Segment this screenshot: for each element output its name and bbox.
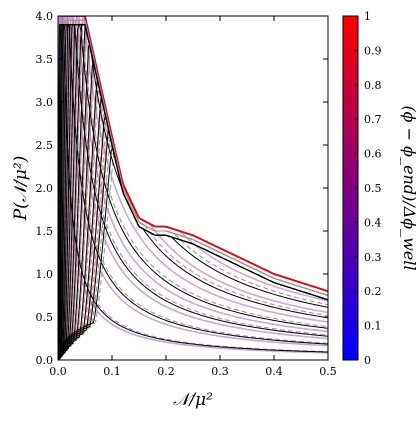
plot-background [58, 16, 328, 360]
dashed-curve [58, 19, 328, 360]
dashed-curve [58, 46, 328, 357]
dashed-curve [58, 19, 328, 360]
x-axis-ticks: 0.0 0.1 0.2 0.3 0.4 0.5 [49, 16, 337, 378]
y-tick-label: 3.5 [36, 53, 54, 66]
colored-band-curve [58, 16, 328, 360]
curve-layer [58, 16, 328, 360]
colored-band-curve [58, 121, 328, 354]
colorbar-tick-label: 0.5 [364, 182, 382, 195]
y-tick-label: 0.5 [36, 311, 54, 324]
x-tick-label: 0.4 [265, 365, 283, 378]
solid-curve [58, 146, 328, 354]
colorbar-tick-label: 0.7 [364, 113, 382, 126]
colorbar-tick-label: 0.1 [364, 320, 382, 333]
x-tick-label: 0.0 [49, 365, 67, 378]
colored-band-curve [58, 16, 328, 360]
solid-curve [58, 24, 328, 360]
y-tick-label: 1.0 [36, 268, 54, 281]
x-tick-label: 0.1 [103, 365, 121, 378]
y-axis-ticks: 0.0 0.5 1.0 1.5 2.0 2.5 3.0 3.5 4.0 [36, 10, 328, 367]
colorbar-tick-label: 0.8 [364, 79, 382, 92]
solid-curve [58, 24, 328, 360]
colorbar-tick-label: 0 [364, 354, 371, 367]
x-axis-label: 𝒩/μ² [173, 390, 213, 410]
colorbar-tick-label: 0.4 [364, 216, 382, 229]
y-tick-label: 1.5 [36, 225, 54, 238]
dashed-curve [58, 19, 328, 360]
colorbar-tick-label: 0.3 [364, 251, 382, 264]
y-tick-label: 4.0 [36, 10, 54, 23]
colorbar-ticks: 0 0.1 0.2 0.3 0.4 0.5 0.6 0.7 0.8 0.9 1 [354, 10, 382, 367]
y-tick-label: 2.5 [36, 139, 54, 152]
dashed-curve [58, 19, 328, 360]
y-tick-label: 3.0 [36, 96, 54, 109]
colorbar: 0 0.1 0.2 0.3 0.4 0.5 0.6 0.7 0.8 0.9 1 (ϕ − ϕ_end… [342, 10, 418, 367]
colored-band-curve [58, 16, 328, 360]
x-tick-label: 0.5 [319, 365, 337, 378]
colored-band-curve [58, 16, 328, 360]
colored-band-curve [58, 16, 328, 359]
plot-area: 0.0 0.1 0.2 0.3 0.4 0.5 0.0 0.5 1.0 1.5 2.0 2.5 3.0… [36, 10, 337, 378]
dashed-curve [58, 117, 328, 355]
colorbar-tick-label: 0.6 [364, 148, 382, 161]
y-axis-label: P(𝒩/μ²) [11, 156, 31, 222]
x-tick-label: 0.2 [157, 365, 175, 378]
colored-band-curve [58, 16, 328, 357]
y-tick-label: 0.0 [36, 354, 54, 367]
colorbar-tick-label: 0.2 [364, 285, 382, 298]
colorbar-label: (ϕ − ϕ_end)/Δϕ_well [400, 105, 418, 270]
colored-band-curve [58, 16, 328, 359]
colored-band-curve [58, 16, 328, 360]
colored-band-curve [58, 26, 328, 357]
colorbar-tick-label: 1 [364, 10, 371, 23]
colorbar-tick-label: 0.9 [364, 44, 382, 57]
colored-band-curve [58, 16, 328, 360]
dashed-curve [58, 150, 328, 354]
colored-band-curve [58, 16, 328, 360]
colored-band-curve [58, 16, 328, 358]
x-tick-label: 0.3 [211, 365, 229, 378]
dashed-curve [58, 135, 328, 355]
y-tick-label: 2.0 [36, 182, 54, 195]
